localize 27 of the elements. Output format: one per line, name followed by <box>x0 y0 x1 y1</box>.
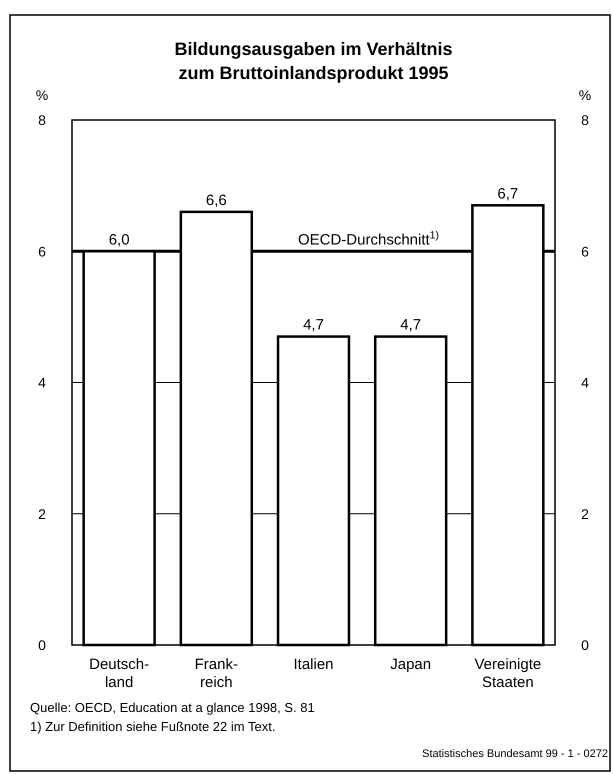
ref-line-label: OECD-Durchschnitt$^{1)}$ <box>298 229 440 248</box>
chart-title: Bildungsausgaben im Verhältnis zum Bruttoinlandsprodukt 1995 <box>174 39 453 83</box>
x-tick-label: Japan <box>390 656 432 673</box>
x-tick-label: Italien <box>293 656 334 673</box>
data-label: 4,7 <box>303 316 324 334</box>
source-note: Quelle: OECD, Education at a glance 1998, S. 81 <box>30 700 315 715</box>
y2-axis-title: % <box>578 87 592 103</box>
y-tick-label: 8 <box>38 112 46 128</box>
data-label: 6,6 <box>206 192 227 209</box>
y2-tick-label: 2 <box>581 506 590 522</box>
y-tick-label: 4 <box>38 374 46 390</box>
y2-tick-label: 6 <box>581 243 590 260</box>
y2-tick-label: 8 <box>581 112 590 128</box>
y2-tick-label: 0 <box>581 637 590 653</box>
y-tick-label: 6 <box>38 243 46 260</box>
x-tick-label: Deutsch- land <box>89 656 150 691</box>
text: Statistisches Bundesamt 99 - 1 - 0272 <box>422 748 608 760</box>
x-tick-label: Vereinigte Staaten <box>474 656 542 691</box>
y2-tick-label: 4 <box>581 374 590 390</box>
text: 1) Zur Definition siehe Fußnote 22 im Text. <box>30 719 276 734</box>
data-label: 6,0 <box>108 231 130 248</box>
y-axis-title: % <box>36 87 48 103</box>
y-tick-label: 0 <box>38 637 46 653</box>
data-label: 6,7 <box>497 185 518 202</box>
y-tick-label: 2 <box>38 506 46 522</box>
data-label: 4,7 <box>400 316 422 334</box>
x-tick-label: Frank- reich <box>194 656 238 691</box>
